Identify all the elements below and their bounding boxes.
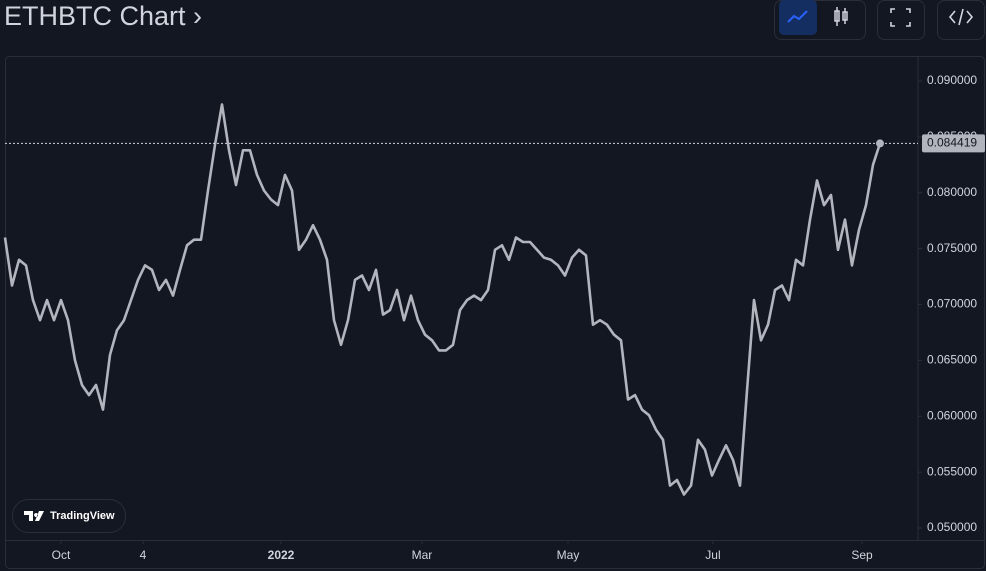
fullscreen-icon [890,8,911,27]
y-tick-label: 0.050000 [927,520,977,534]
x-tick-label: May [557,548,580,562]
y-tick-label: 0.070000 [927,297,977,311]
y-tick-label: 0.075000 [927,241,977,255]
embed-icon [948,8,974,26]
fullscreen-button[interactable] [877,0,925,40]
last-price-label: 0.084419 [927,136,977,150]
y-tick-label: 0.055000 [927,464,977,478]
x-tick-label: Oct [52,548,71,562]
chart-frame [5,56,985,569]
x-tick-label: 4 [140,548,147,562]
y-tick-label: 0.080000 [927,185,977,199]
plot-area [3,103,918,496]
line-icon [787,10,808,23]
x-tick-label: Mar [412,548,433,562]
y-tick-label: 0.090000 [927,73,977,87]
last-price-box [922,134,985,153]
tradingview-logo[interactable]: TradingView [12,499,126,533]
y-tick-label: 0.060000 [927,408,977,422]
x-tick-label: Jul [705,548,720,562]
price-line [3,103,882,496]
x-tick-label: Sep [851,548,873,562]
chart-title[interactable]: ETHBTC Chart › [4,1,202,31]
x-tick-label: 2022 [268,548,295,562]
brand-name: TradingView [50,510,115,522]
candle-style-button[interactable] [834,7,848,26]
y-tick-label: 0.065000 [927,353,977,367]
last-point [875,139,884,148]
toolbar [774,0,985,40]
